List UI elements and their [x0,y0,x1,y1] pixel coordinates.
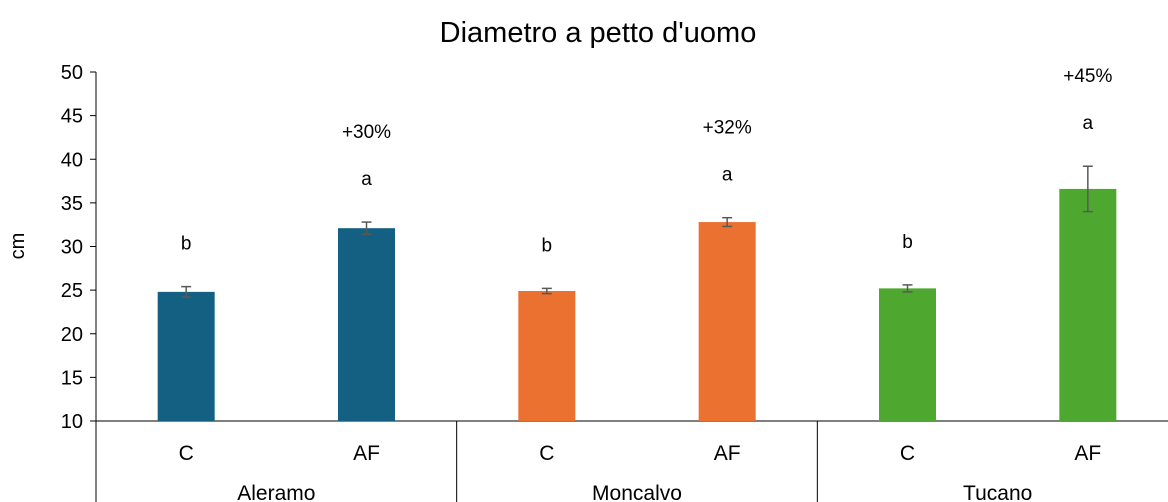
x-category-label: AF [714,442,741,465]
chart-title: Diametro a petto d'uomo [440,17,757,49]
x-category-label: C [179,442,194,465]
y-tick-label: 10 [61,411,83,433]
x-category-label: C [539,442,554,465]
percent-change-label: +45% [1063,66,1112,87]
significance-letter: b [902,232,913,253]
y-tick-label: 20 [61,324,83,346]
bar [698,222,756,421]
significance-letter: a [361,169,372,190]
x-group-label: Moncalvo [592,482,682,502]
x-category-label: C [900,442,915,465]
y-tick-label: 45 [61,106,83,128]
y-tick-label: 50 [61,62,83,84]
percent-change-label: +32% [703,118,752,139]
significance-letter: b [181,234,192,255]
x-group-label: Aleramo [237,482,315,502]
y-axis-label: cm [7,233,29,260]
x-group-label: Tucano [963,482,1032,502]
significance-letter: a [1083,113,1094,134]
bar [879,288,936,421]
bar [518,290,576,421]
y-tick-label: 30 [61,237,83,259]
y-tick-label: 25 [61,280,83,302]
x-category-label: AF [1074,442,1101,465]
plot-area: 10 15 20 25 30 35 40 45 50 b Ca +30% AF Aleramo b Ca +32… [61,62,1168,502]
significance-letter: b [542,235,553,256]
bar [157,291,215,421]
y-tick-label: 35 [61,193,83,215]
percent-change-label: +30% [342,122,391,143]
bar [338,228,395,421]
y-tick-label: 40 [61,149,83,171]
bar [1059,188,1117,421]
significance-letter: a [722,165,733,186]
y-tick-label: 15 [61,367,83,389]
x-category-label: AF [353,442,380,465]
